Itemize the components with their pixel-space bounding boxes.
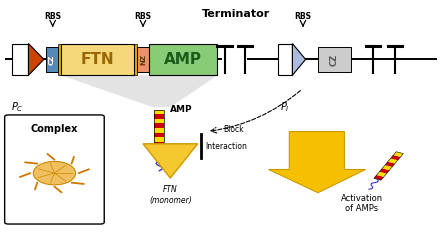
Bar: [61, 44, 134, 75]
Polygon shape: [269, 132, 366, 193]
Polygon shape: [61, 75, 217, 107]
Circle shape: [33, 161, 76, 185]
Bar: [154, 133, 164, 138]
Polygon shape: [143, 144, 198, 178]
Polygon shape: [391, 155, 400, 160]
Bar: [154, 123, 164, 128]
Text: CZ: CZ: [330, 53, 339, 65]
Polygon shape: [28, 44, 44, 75]
Polygon shape: [393, 152, 404, 157]
Bar: [137, 47, 149, 72]
Polygon shape: [385, 162, 395, 167]
Bar: [134, 44, 137, 75]
Text: RBS: RBS: [134, 13, 152, 21]
Text: Terminator: Terminator: [202, 9, 271, 19]
Bar: [154, 119, 164, 123]
Bar: [154, 114, 164, 119]
Polygon shape: [382, 165, 392, 170]
Text: CZ: CZ: [49, 54, 55, 65]
Bar: [46, 47, 58, 72]
Bar: [154, 142, 164, 147]
Bar: [154, 151, 164, 156]
Bar: [11, 44, 28, 75]
Text: RBS: RBS: [44, 13, 61, 21]
Text: Complex: Complex: [31, 124, 78, 134]
Bar: [154, 147, 164, 151]
Polygon shape: [377, 172, 387, 177]
Text: FTN
(monomer): FTN (monomer): [149, 185, 192, 205]
Polygon shape: [374, 175, 384, 180]
Bar: [154, 128, 164, 133]
Text: $P_C$: $P_C$: [11, 100, 24, 114]
Text: FTN: FTN: [80, 52, 114, 67]
Bar: [149, 44, 217, 75]
Bar: [154, 109, 164, 156]
Bar: [278, 44, 292, 75]
Text: AMP: AMP: [170, 106, 193, 114]
Bar: [154, 138, 164, 142]
Polygon shape: [292, 44, 305, 75]
Text: NZ: NZ: [140, 54, 146, 65]
Text: RBS: RBS: [294, 13, 312, 21]
Text: Activation
of AMPs: Activation of AMPs: [341, 194, 383, 213]
Polygon shape: [388, 158, 398, 164]
Polygon shape: [379, 168, 389, 173]
Text: Interaction: Interaction: [206, 142, 248, 151]
Text: $P_I$: $P_I$: [280, 100, 290, 114]
Text: Block: Block: [223, 125, 244, 134]
Text: AMP: AMP: [164, 52, 202, 67]
Bar: [318, 47, 351, 72]
Bar: [57, 44, 61, 75]
Bar: [154, 109, 164, 114]
FancyBboxPatch shape: [5, 115, 104, 224]
